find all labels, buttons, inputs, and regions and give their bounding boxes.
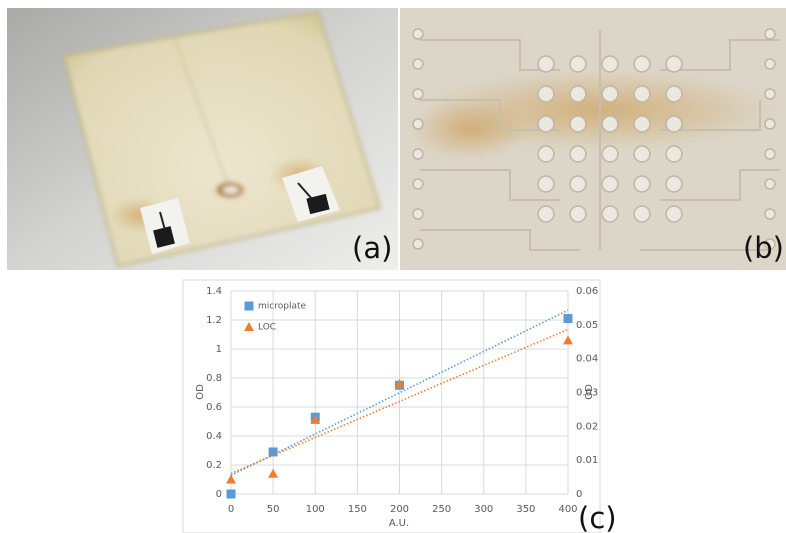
well (413, 179, 423, 189)
well (765, 209, 775, 219)
y-tick-label: 0.4 (206, 431, 222, 442)
well (570, 206, 586, 222)
well (602, 146, 618, 162)
x-tick-label: 0 (228, 504, 234, 515)
well (413, 89, 423, 99)
y-tick-label: 0 (216, 489, 222, 500)
well (602, 206, 618, 222)
y2-tick-label: 0.01 (576, 455, 598, 466)
well (666, 206, 682, 222)
y2-axis-title: OD (584, 384, 595, 400)
panel-label: (b) (743, 231, 784, 265)
x-tick-label: 400 (558, 504, 577, 515)
well (538, 176, 554, 192)
well (538, 146, 554, 162)
well (634, 146, 650, 162)
well (538, 86, 554, 102)
well (666, 86, 682, 102)
y2-tick-label: 0.04 (576, 354, 598, 365)
x-tick-label: 200 (390, 504, 409, 515)
x-tick-label: 50 (267, 504, 280, 515)
well (413, 209, 423, 219)
well (570, 176, 586, 192)
legend-label: LOC (258, 323, 276, 333)
x-tick-label: 150 (348, 504, 367, 515)
x-tick-label: 100 (306, 504, 325, 515)
x-axis-title: A.U. (389, 518, 409, 529)
well (666, 116, 682, 132)
well (634, 56, 650, 72)
y2-tick-label: 0.06 (576, 286, 598, 297)
panel-label: (c) (578, 501, 617, 533)
y-tick-label: 1.4 (206, 286, 222, 297)
well (538, 116, 554, 132)
well (765, 179, 775, 189)
well (634, 206, 650, 222)
well (413, 119, 423, 129)
photo-a: (a) (7, 8, 398, 270)
well (413, 29, 423, 39)
well (765, 119, 775, 129)
well (765, 29, 775, 39)
well (602, 56, 618, 72)
point (564, 314, 573, 323)
y2-tick-label: 0.02 (576, 421, 598, 432)
x-tick-label: 350 (516, 504, 535, 515)
well (634, 176, 650, 192)
well (634, 116, 650, 132)
well (666, 56, 682, 72)
well (570, 86, 586, 102)
legend-label: microplate (258, 302, 306, 312)
x-tick-label: 250 (432, 504, 451, 515)
well (602, 176, 618, 192)
well (570, 56, 586, 72)
y-tick-label: 1.2 (206, 315, 222, 326)
x-tick-label: 300 (474, 504, 493, 515)
well (570, 116, 586, 132)
panel-label: (a) (352, 231, 392, 265)
well (634, 86, 650, 102)
y2-tick-label: 0.05 (576, 320, 598, 331)
well (666, 176, 682, 192)
legend-marker (245, 302, 254, 311)
well (765, 89, 775, 99)
y-tick-label: 1 (216, 344, 222, 355)
point (227, 490, 236, 499)
y2-tick-label: 0 (576, 489, 582, 500)
well (570, 146, 586, 162)
well (538, 206, 554, 222)
y-tick-label: 0.6 (206, 402, 222, 413)
y-tick-label: 0.8 (206, 373, 222, 384)
well (765, 59, 775, 69)
y-axis-title: OD (195, 384, 206, 400)
well (538, 56, 554, 72)
figure: (a) (b) 0 0.2 0.4 0.6 0.8 1 1.2 1.4 0 0.01 0.02 0.0… (0, 0, 786, 533)
well (413, 149, 423, 159)
well (413, 59, 423, 69)
well (765, 149, 775, 159)
page: {"panel_labels": ["(a)", "(b)", "(c)"], … (0, 0, 786, 533)
well (602, 86, 618, 102)
well (666, 146, 682, 162)
y-tick-label: 0.2 (206, 460, 222, 471)
well (413, 239, 423, 249)
photo-b: (b) (400, 8, 786, 270)
well (602, 116, 618, 132)
